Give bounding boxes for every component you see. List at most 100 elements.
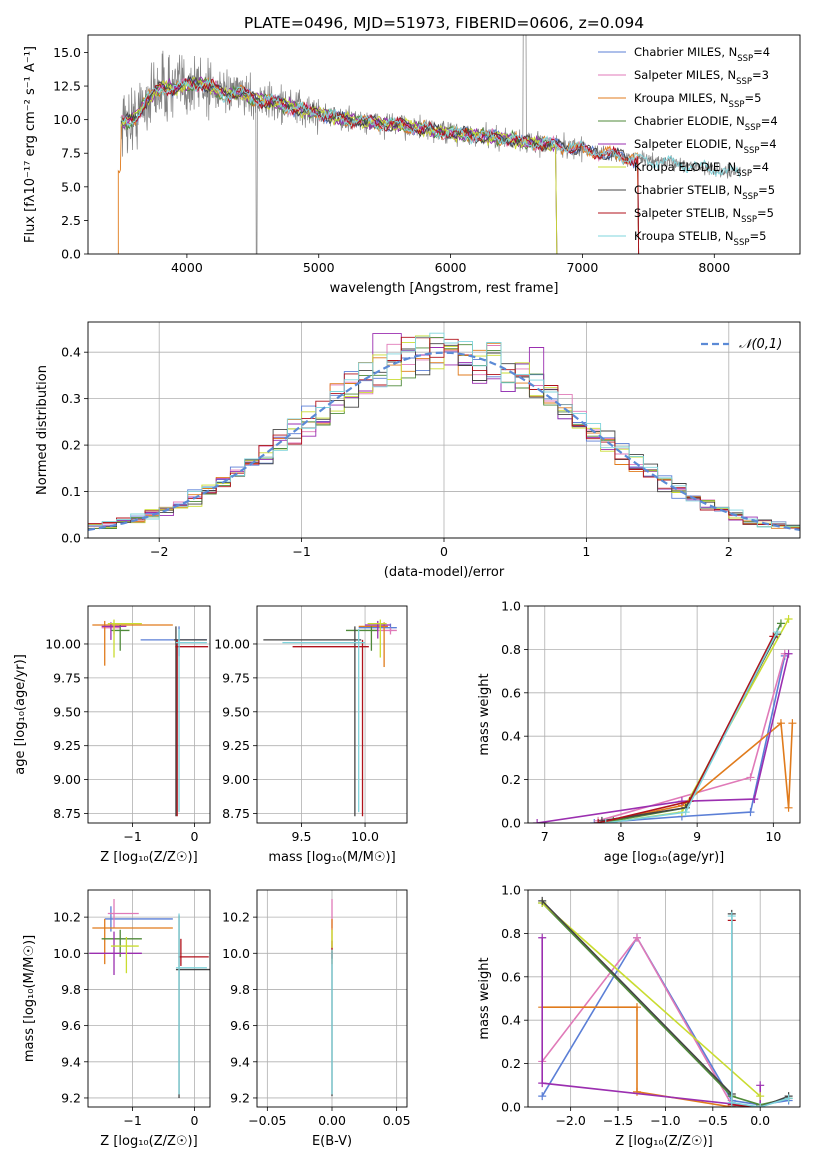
errorbar-point (178, 938, 209, 966)
y-tick-label: 8.75 (53, 806, 81, 821)
weight-line (597, 721, 794, 823)
age-vs-mass-plot-area (263, 619, 397, 817)
x-tick-label: 5000 (303, 260, 335, 275)
weight-vs-Z-y-axis-label: mass weight (477, 957, 492, 1039)
y-tick-label: 9.75 (222, 670, 250, 685)
y-tick-label: 10.0 (53, 946, 81, 961)
y-tick-label: 10.0 (222, 946, 250, 961)
x-tick-label: 10 (765, 829, 781, 844)
weight-marker (677, 797, 686, 806)
weight-marker (750, 795, 759, 804)
x-tick-label: 10.0 (351, 829, 379, 844)
mass-vs-Z-x-axis-label: Z [log₁₀(Z/Z☉)] (100, 1134, 197, 1149)
weight-marker (756, 1092, 765, 1101)
x-tick-label: 7 (541, 829, 549, 844)
y-tick-label: 5.0 (61, 179, 81, 194)
y-tick-label: 9.50 (53, 704, 81, 719)
y-tick-label: 0.0 (61, 247, 81, 262)
model-line (120, 78, 741, 178)
x-tick-label: 7000 (567, 260, 599, 275)
weight-marker (756, 1081, 765, 1090)
model-line (117, 76, 640, 254)
weight-marker (681, 808, 690, 817)
y-tick-label: 0.2 (501, 772, 521, 787)
weight-line (597, 636, 775, 823)
legend-label: Kroupa MILES, NSSP=5 (634, 91, 761, 110)
errorbar-point (92, 918, 173, 965)
y-tick-label: 0.2 (61, 438, 81, 453)
legend-label: Chabrier ELODIE, NSSP=4 (634, 114, 778, 133)
x-tick-label: 8 (617, 829, 625, 844)
mass-vs-EBV-axes: −0.05 0.00 0.05 9.2 9.4 9.6 9.8 10.0 10.2 E(B-V) (222, 890, 411, 1149)
weight-vs-age-frame (527, 605, 801, 824)
errorbar-point (292, 639, 369, 817)
y-tick-label: 0.4 (61, 345, 81, 360)
x-tick-label: −2 (150, 544, 168, 559)
errorbar-point (89, 931, 142, 975)
y-tick-label: 9.50 (222, 704, 250, 719)
y-tick-label: 9.75 (53, 670, 81, 685)
weight-line (536, 653, 790, 823)
errorbar-point (175, 913, 207, 1095)
spectrum-axes: 4000 5000 6000 7000 8000 0.0 2.5 5.0 7.5 10.0 12.5… (23, 45, 730, 296)
weight-vs-age-plot-area (533, 615, 797, 823)
x-tick-label: −1.0 (650, 1113, 680, 1128)
legend-label: Kroupa STELIB, NSSP=5 (634, 229, 766, 248)
weight-marker (776, 719, 785, 728)
x-tick-label: −1 (292, 544, 310, 559)
y-tick-label: 9.8 (230, 982, 250, 997)
errorbar-point (282, 629, 366, 813)
weight-marker (533, 819, 542, 823)
x-tick-label: −0.05 (248, 1113, 286, 1128)
histogram-step (88, 332, 800, 528)
errorbar-point (367, 619, 387, 658)
model-line (120, 76, 558, 254)
weight-marker (746, 773, 755, 782)
legend-label: Salpeter MILES, NSSP=3 (634, 68, 769, 87)
weight-marker (784, 649, 793, 658)
legend-label: Kroupa ELODIE, NSSP=4 (634, 160, 769, 179)
y-tick-label: 7.5 (61, 146, 81, 161)
y-tick-label: 0.8 (501, 926, 521, 941)
errorbar-point (107, 899, 139, 928)
mass-vs-Z-y-axis-label: mass [log₁₀(M/M☉)] (22, 935, 37, 1062)
age-vs-Z-plot-area (92, 619, 209, 817)
weight-marker (594, 819, 603, 823)
age-vs-Z-axes: −1 0 8.75 9.00 9.25 9.50 9.75 10.00 Z [log₁₀(Z/Z… (13, 606, 210, 865)
y-tick-label: 9.4 (61, 1054, 81, 1069)
y-tick-label: 9.00 (53, 772, 81, 787)
y-tick-label: 0.6 (501, 685, 521, 700)
weight-vs-Z-plot-area (538, 896, 793, 1107)
legend-label: Chabrier MILES, NSSP=4 (634, 45, 770, 64)
y-tick-label: 10.00 (214, 636, 250, 651)
residuals-frame (87, 321, 801, 539)
spectrum-x-axis-label: wavelength [Angstrom, rest frame] (330, 281, 559, 296)
weight-vs-age-y-axis-label: mass weight (477, 673, 492, 755)
mass-vs-EBV-x-axis-label: E(B-V) (312, 1134, 352, 1149)
age-vs-Z-y-axis-label: age [log₁₀(age/yr)] (13, 654, 28, 775)
weight-marker (538, 1092, 547, 1101)
y-tick-label: 10.00 (45, 636, 81, 651)
y-tick-label: 9.6 (61, 1018, 81, 1033)
y-tick-label: 0.1 (61, 484, 81, 499)
weight-marker (788, 719, 797, 728)
x-tick-label: −1 (123, 829, 141, 844)
x-tick-label: 6000 (435, 260, 467, 275)
weight-marker (773, 628, 782, 637)
weight-vs-Z-x-axis-label: Z [log₁₀(Z/Z☉)] (615, 1134, 712, 1149)
errorbar-point (140, 626, 207, 657)
y-tick-label: 9.25 (222, 738, 250, 753)
x-tick-label: 0 (191, 1113, 199, 1128)
weight-marker (784, 615, 793, 624)
model-line (120, 78, 640, 254)
weight-vs-Z-axes: −2.0 −1.5 −1.0 −0.5 0.0 0.0 0.2 0.4 0.6 0.8 1.0 Z [… (477, 883, 800, 1149)
weight-marker (784, 803, 793, 812)
weight-marker (538, 1079, 547, 1088)
weight-vs-age-x-axis-label: age [log₁₀(age/yr)] (604, 850, 725, 865)
weight-marker (727, 912, 736, 921)
residuals-axes: −2 −1 0 1 2 0.0 0.1 0.2 0.3 0.4 (data-model)/error… (35, 322, 800, 580)
errorbar-point (107, 619, 142, 658)
y-tick-label: 1.0 (501, 599, 521, 614)
x-tick-label: −0.5 (698, 1113, 728, 1128)
